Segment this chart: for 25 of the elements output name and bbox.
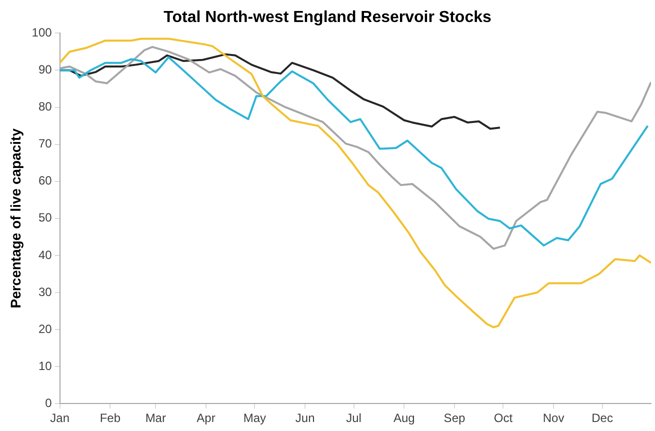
y-tick-label: 40 xyxy=(38,248,52,262)
y-tick-label: 50 xyxy=(38,210,52,225)
x-tick-label: May xyxy=(243,411,266,426)
chart-title: Total North-west England Reservoir Stocks xyxy=(164,9,492,26)
y-tick-label: 70 xyxy=(38,136,52,151)
y-tick-label: 0 xyxy=(45,396,52,410)
y-tick-label: 30 xyxy=(38,284,52,299)
x-tick-label: Oct xyxy=(494,411,514,426)
x-tick-label: Jun xyxy=(295,411,315,426)
x-tick-label: Sep xyxy=(444,411,466,426)
x-tick-label: Dec xyxy=(592,411,613,426)
y-tick-label: 80 xyxy=(38,100,52,114)
y-axis-title: Percentage of live capacity xyxy=(7,128,24,308)
x-tick-label: Feb xyxy=(100,411,121,426)
y-tick-label: 100 xyxy=(32,26,52,40)
x-tick-label: Jul xyxy=(346,411,362,426)
y-tick-label: 10 xyxy=(38,358,52,373)
x-tick-label: Jan xyxy=(50,411,70,426)
y-tick-label: 60 xyxy=(38,174,52,188)
x-tick-label: Mar xyxy=(145,411,166,426)
y-tick-label: 90 xyxy=(38,62,52,77)
y-tick-label: 20 xyxy=(38,322,52,336)
x-tick-label: Aug xyxy=(393,411,415,426)
x-tick-label: Apr xyxy=(196,411,216,426)
x-tick-label: Nov xyxy=(542,411,564,426)
